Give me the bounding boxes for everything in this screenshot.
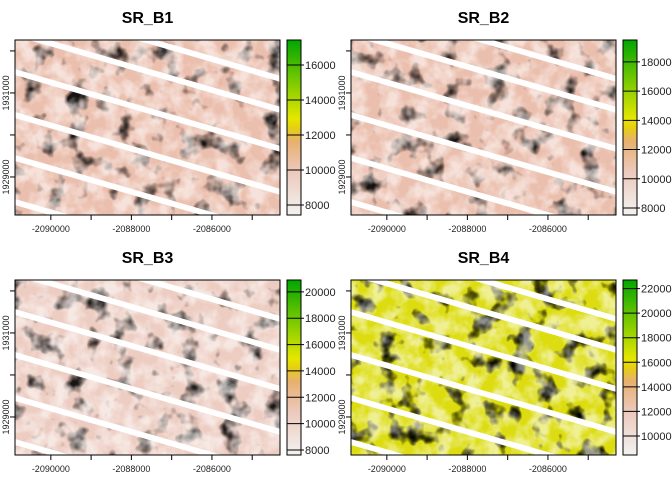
legend-tick-label: 16000 — [305, 340, 336, 352]
legend-tick-label: 16000 — [305, 60, 336, 72]
legend-tick-label: 10000 — [641, 174, 672, 186]
no-data-stripe — [15, 439, 71, 455]
legend-tick-label: 14000 — [305, 366, 336, 378]
panel-sr-b4: SR_B4 -2090000 -2088000 -2086000 1931000 1929… — [337, 250, 672, 474]
legend-tick-label: 10000 — [305, 419, 336, 431]
legend-tick-label: 10000 — [641, 431, 672, 443]
no-data-stripe — [15, 352, 280, 435]
x-tick-label: -2090000 — [368, 464, 406, 474]
plot-frame — [14, 279, 281, 456]
no-data-stripe — [28, 40, 280, 113]
no-data-stripe — [135, 40, 280, 82]
no-data-stripe — [351, 155, 558, 215]
no-data-stripe — [351, 352, 616, 435]
legend-tick-label: 12000 — [641, 406, 672, 418]
no-data-stripe — [15, 155, 222, 215]
no-data-stripe — [364, 280, 616, 353]
no-data-stripe — [364, 40, 616, 113]
y-tick-label: 1929000 — [337, 399, 347, 434]
colorbar — [286, 39, 302, 216]
y-tick-label: 1931000 — [1, 315, 11, 350]
legend-tick-label: 10000 — [305, 165, 336, 177]
y-tick-label: 1929000 — [1, 399, 11, 434]
no-data-stripe — [135, 280, 280, 322]
x-tick-label: -2086000 — [529, 464, 567, 474]
legend-tick-label: 16000 — [641, 357, 672, 369]
legend-tick-label: 8000 — [305, 445, 329, 457]
no-data-stripe — [15, 395, 222, 455]
no-data-stripe — [15, 199, 71, 215]
legend-tick-label: 14000 — [641, 115, 672, 127]
colorbar — [286, 279, 302, 456]
x-tick-label: -2086000 — [193, 464, 231, 474]
raster-image — [351, 280, 616, 455]
x-tick-label: -2086000 — [529, 224, 567, 234]
plot-frame — [14, 39, 281, 216]
x-tick-label: -2090000 — [32, 464, 70, 474]
legend-tick-label: 12000 — [641, 145, 672, 157]
no-data-stripe — [351, 199, 407, 215]
panel-sr-b3: SR_B3 -2090000 -2088000 -2086000 1931000 1929… — [1, 250, 336, 474]
y-tick-label: 1931000 — [337, 315, 347, 350]
plot-frame — [350, 39, 617, 216]
y-tick-label: 1929000 — [1, 159, 11, 194]
panel-sr-b2: SR_B2 -2090000 -2088000 -2086000 1931000 1929… — [337, 10, 672, 234]
raster-image — [15, 280, 280, 455]
y-tick-label: 1931000 — [337, 75, 347, 110]
legend-tick-label: 12000 — [305, 130, 336, 142]
color-legend: 20000 18000 16000 14000 12000 10000 8000 — [286, 279, 336, 457]
x-tick-label: -2086000 — [193, 224, 231, 234]
y-tick-label: 1929000 — [337, 159, 347, 194]
legend-tick-label: 18000 — [641, 57, 672, 69]
legend-tick-label: 18000 — [641, 333, 672, 345]
no-data-stripe — [15, 112, 280, 195]
legend-tick-label: 8000 — [641, 203, 665, 215]
panel-title: SR_B4 — [458, 250, 510, 267]
panel-title: SR_B3 — [122, 250, 174, 267]
color-legend: 22000 20000 18000 16000 14000 12000 10000 — [622, 279, 672, 456]
x-tick-label: -2088000 — [448, 464, 486, 474]
x-tick-label: -2090000 — [368, 224, 406, 234]
legend-tick-label: 12000 — [305, 392, 336, 404]
panel-title: SR_B2 — [458, 10, 510, 27]
legend-tick-label: 16000 — [641, 86, 672, 98]
raster-image — [15, 40, 280, 215]
plot-frame — [350, 279, 617, 456]
x-tick-label: -2088000 — [448, 224, 486, 234]
legend-tick-label: 14000 — [641, 382, 672, 394]
no-data-stripe — [28, 280, 280, 353]
colorbar — [622, 39, 638, 216]
no-data-stripe — [471, 40, 616, 82]
raster-image — [351, 40, 616, 215]
legend-tick-label: 22000 — [641, 284, 672, 296]
legend-tick-label: 20000 — [641, 308, 672, 320]
panel-sr-b1: SR_B1 -2090000 -2088000 -2086000 1931000 1929… — [1, 10, 336, 234]
no-data-stripe — [351, 439, 407, 455]
no-data-stripe — [351, 309, 616, 392]
no-data-stripe — [351, 112, 616, 195]
legend-tick-label: 14000 — [305, 95, 336, 107]
no-data-stripe — [351, 395, 558, 455]
x-tick-label: -2088000 — [112, 464, 150, 474]
y-tick-label: 1931000 — [1, 75, 11, 110]
colorbar — [622, 279, 638, 456]
panel-title: SR_B1 — [122, 10, 174, 27]
legend-tick-label: 20000 — [305, 287, 336, 299]
x-tick-label: -2090000 — [32, 224, 70, 234]
legend-tick-label: 8000 — [305, 200, 329, 212]
x-tick-label: -2088000 — [112, 224, 150, 234]
no-data-stripe — [15, 69, 280, 152]
no-data-stripe — [471, 280, 616, 322]
color-legend: 16000 14000 12000 10000 8000 — [286, 39, 336, 216]
no-data-stripe — [351, 69, 616, 152]
legend-tick-label: 18000 — [305, 313, 336, 325]
no-data-stripe — [15, 309, 280, 392]
color-legend: 18000 16000 14000 12000 10000 8000 — [622, 39, 672, 216]
